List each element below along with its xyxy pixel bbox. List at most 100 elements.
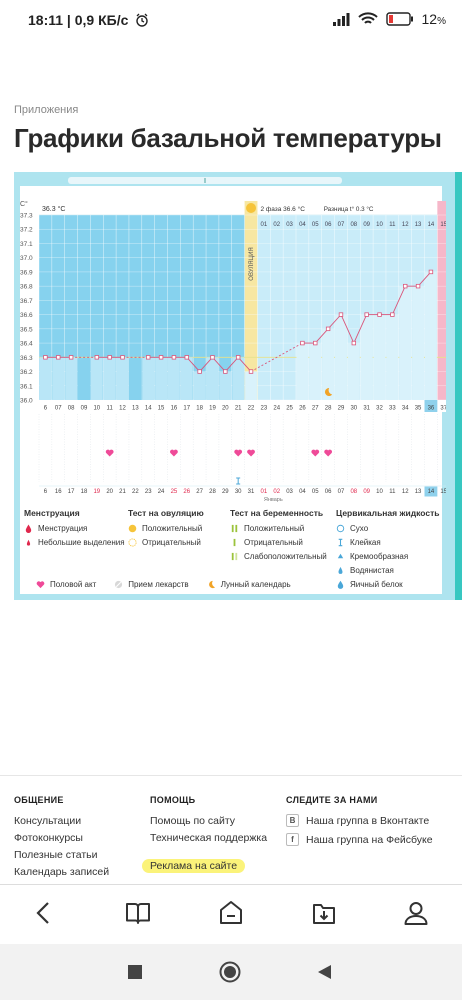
recent-apps-icon[interactable] bbox=[128, 965, 142, 979]
missing-day-column bbox=[77, 358, 91, 400]
temperature-point bbox=[364, 312, 369, 317]
cycle-day-label: 14 bbox=[145, 406, 152, 412]
footer-link-consultations[interactable]: Консультации bbox=[14, 815, 82, 827]
book-icon[interactable] bbox=[124, 899, 152, 927]
phase2-day-label: 12 bbox=[402, 222, 409, 228]
footer-link-vk[interactable]: В Наша группа в Вконтакте bbox=[286, 814, 433, 827]
temperature-bar bbox=[155, 357, 167, 400]
temperature-difference-label: Разница t° 0.3 °C bbox=[324, 205, 374, 213]
back-icon[interactable] bbox=[30, 899, 58, 927]
profile-icon[interactable] bbox=[402, 899, 430, 927]
chart-header-band bbox=[39, 201, 446, 215]
phase2-day-label: 09 bbox=[363, 222, 370, 228]
footer-link-site-help[interactable]: Помощь по сайту bbox=[150, 815, 236, 827]
intercourse-heart-icon bbox=[105, 449, 114, 457]
cycle-day-label: 07 bbox=[55, 406, 62, 412]
watery-drop-icon bbox=[338, 566, 343, 574]
temperature-point bbox=[56, 355, 61, 360]
footer-link-articles[interactable]: Полезные статьи bbox=[14, 849, 98, 861]
cycle-day-label: 20 bbox=[222, 406, 229, 412]
temperature-point bbox=[325, 326, 331, 332]
date-label: 25 bbox=[171, 489, 178, 495]
downloads-icon[interactable] bbox=[310, 899, 338, 927]
chart-scrollbar-knob[interactable] bbox=[204, 178, 206, 183]
phase2-day-label: 07 bbox=[338, 222, 345, 228]
temperature-bar bbox=[360, 314, 373, 400]
intercourse-heart-icon bbox=[247, 449, 255, 457]
date-label: 07 bbox=[338, 489, 345, 495]
temperature-point bbox=[171, 355, 177, 360]
footer-link-facebook[interactable]: f Наша группа на Фейсбуке bbox=[286, 833, 433, 846]
date-label: 20 bbox=[106, 489, 113, 495]
egg-white-icon bbox=[337, 580, 344, 589]
home-tab-icon[interactable] bbox=[217, 899, 245, 927]
date-label: 18 bbox=[81, 489, 88, 495]
temperature-line-segment bbox=[314, 328, 329, 344]
temperature-point bbox=[197, 369, 202, 374]
footer-link-advertising[interactable]: Реклама на сайте bbox=[142, 859, 246, 873]
temperature-point bbox=[428, 269, 434, 275]
extra-legend: Половой акт Прием лекарств Лунный календ… bbox=[36, 580, 291, 589]
date-label: 16 bbox=[55, 489, 62, 495]
temperature-line-segment bbox=[237, 357, 252, 372]
footer-link-tech-support[interactable]: Техническая поддержка bbox=[150, 832, 268, 844]
vk-icon: В bbox=[286, 814, 299, 827]
date-label: 03 bbox=[286, 489, 293, 495]
back-nav-icon[interactable] bbox=[316, 964, 332, 980]
date-label: 11 bbox=[389, 489, 396, 495]
browser-toolbar bbox=[0, 884, 462, 940]
cycle-day-label: 6 bbox=[44, 406, 48, 412]
cycle-day-label: 15 bbox=[158, 406, 165, 412]
cycle-day-label: 31 bbox=[363, 406, 370, 412]
temperature-line-segment bbox=[353, 314, 368, 344]
y-tick-label: 36.6 bbox=[20, 312, 33, 319]
breadcrumb[interactable]: Приложения bbox=[14, 104, 79, 116]
cycle-day-label: 28 bbox=[325, 406, 332, 412]
temperature-point bbox=[248, 369, 254, 374]
ovulation-sun-icon bbox=[246, 203, 257, 213]
highlighted-day-cell bbox=[424, 400, 438, 412]
phase2-day-label: 11 bbox=[389, 222, 396, 228]
temperature-bar bbox=[142, 357, 155, 400]
temperature-line-segment bbox=[199, 357, 213, 372]
date-label: 30 bbox=[235, 489, 242, 495]
temperature-line-segment bbox=[224, 357, 239, 372]
temperature-point bbox=[377, 312, 382, 317]
y-tick-label: 36.0 bbox=[20, 398, 33, 405]
intercourse-heart-icon bbox=[234, 449, 243, 457]
date-label: 6 bbox=[44, 489, 48, 495]
temperature-point bbox=[146, 355, 151, 360]
phase2-day-label: 14 bbox=[428, 222, 435, 228]
phase2-day-label: 10 bbox=[376, 222, 383, 228]
cycle-day-label: 32 bbox=[376, 406, 383, 412]
date-label: 26 bbox=[183, 489, 190, 495]
cycle-day-label: 11 bbox=[107, 406, 114, 412]
temperature-point bbox=[338, 312, 344, 317]
cycle-day-label: 18 bbox=[196, 406, 203, 412]
temperature-point bbox=[235, 355, 241, 360]
y-tick-label: 37.0 bbox=[20, 255, 33, 262]
temperature-bar bbox=[425, 271, 437, 400]
footer-community: ОБЩЕНИЕ Консультации Фотоконкурсы Полезн… bbox=[14, 795, 110, 878]
cycle-day-label: 10 bbox=[93, 406, 100, 412]
temperature-line-segment bbox=[327, 314, 342, 330]
phase2-day-label: 06 bbox=[325, 222, 332, 228]
cycle-day-label: 30 bbox=[350, 406, 357, 412]
temperature-bar bbox=[399, 286, 412, 400]
status-bar: 18:11 | 0,9 КБ/с 12% bbox=[0, 0, 462, 42]
intercourse-heart-icon bbox=[311, 449, 320, 457]
temperature-bar bbox=[206, 357, 219, 400]
date-label: 13 bbox=[415, 489, 422, 495]
temperature-line-segment bbox=[250, 342, 303, 372]
temperature-bar bbox=[245, 371, 257, 400]
temperature-bar bbox=[193, 371, 206, 400]
temperature-bar bbox=[180, 357, 193, 400]
footer-link-calendar[interactable]: Календарь записей bbox=[14, 866, 110, 878]
highlighted-date-cell bbox=[424, 486, 438, 497]
temperature-point bbox=[351, 340, 357, 346]
footer-link-photo-contests[interactable]: Фотоконкурсы bbox=[14, 832, 83, 844]
temperature-point bbox=[403, 283, 408, 289]
date-label: 12 bbox=[402, 489, 409, 495]
home-icon[interactable] bbox=[219, 961, 241, 983]
battery-level: 12% bbox=[421, 11, 446, 27]
